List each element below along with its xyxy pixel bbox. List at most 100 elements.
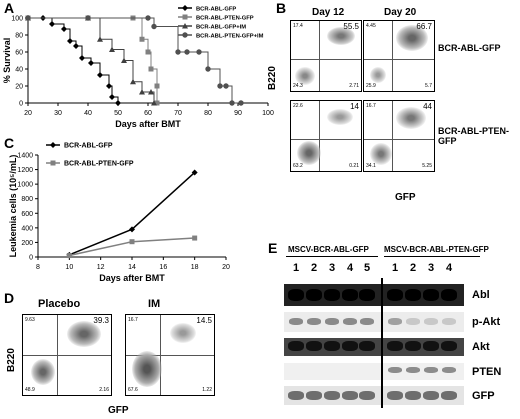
blot-band (441, 341, 457, 351)
legend-label: BCR-ABL-PTEN-GFP (64, 161, 134, 168)
y-tick-label: 1400 (17, 153, 33, 160)
data-point (73, 43, 79, 50)
quadrant-ur: 14.5 (196, 316, 212, 325)
blot-band (288, 289, 304, 301)
data-point (154, 100, 160, 106)
data-point (139, 36, 145, 42)
legend-label: BCR-ABL-GFP+IM (196, 25, 246, 31)
data-point (139, 88, 145, 95)
panel-letter-e: E (268, 240, 278, 256)
flow-plot: 16.7 44 34.1 5.25 (363, 100, 435, 172)
blot-band (360, 318, 374, 325)
blot-band (324, 341, 340, 351)
data-point (229, 100, 235, 106)
blot-band (405, 289, 421, 301)
x-tick-label: 70 (174, 110, 182, 117)
data-point (184, 49, 190, 55)
y-tick-label: 1200 (17, 167, 33, 174)
data-point (25, 15, 31, 21)
quadrant-ur: 44 (423, 102, 432, 111)
quadrant-ul: 22.6 (293, 103, 303, 109)
x-axis-label: Days after BMT (115, 119, 181, 129)
legend-marker (182, 23, 188, 29)
blot-band (423, 341, 439, 351)
flow-plot: 9.63 39.3 48.9 2.16 (22, 314, 112, 396)
quadrant-ur: 66.7 (416, 22, 432, 31)
data-point (85, 15, 91, 21)
flow-plot: 4.45 66.7 25.9 5.7 (363, 20, 435, 92)
lane-number: 2 (311, 262, 318, 274)
y-tick-label: 600 (21, 211, 33, 218)
quadrant-ur: 55.5 (343, 22, 359, 31)
series-line (28, 17, 241, 104)
y-tick-label: 60 (15, 50, 23, 57)
blot-band (288, 341, 304, 351)
x-tick-label: 40 (84, 110, 92, 117)
blot-band (405, 341, 421, 351)
blot-divider (381, 278, 383, 408)
x-tick-label: 50 (114, 110, 122, 117)
x-tick-label: 14 (128, 264, 136, 271)
blot-label-p-akt: p-Akt (472, 316, 501, 328)
blot-band (288, 391, 304, 400)
legend-marker (50, 160, 56, 166)
panel-e-group-title-2: MSCV-BCR-ABL-PTEN-GFP (384, 245, 489, 254)
data-point (205, 66, 211, 72)
blot-band (306, 391, 322, 400)
data-point (109, 94, 115, 101)
quadrant-lr: 2.16 (99, 387, 109, 393)
blot-band (359, 391, 375, 400)
quadrant-ul: 16.7 (366, 103, 376, 109)
quadrant-lr: 1.22 (202, 387, 212, 393)
data-point (79, 54, 85, 61)
x-tick-label: 90 (234, 110, 242, 117)
quadrant-ul: 4.45 (366, 23, 376, 29)
quadrant-ul: 9.63 (25, 317, 35, 323)
panel-letter-c: C (4, 135, 15, 151)
series-line (28, 17, 158, 103)
blot-band (442, 367, 456, 373)
lane-number: 1 (392, 262, 399, 274)
lane-number: 1 (293, 262, 300, 274)
y-tick-label: 40 (15, 67, 23, 74)
blot-band (441, 391, 457, 400)
legend-label: BCR-ABL-PTEN-GFP (196, 16, 254, 22)
blot-band (406, 367, 420, 373)
blot-band (324, 289, 340, 301)
quadrant-ll: 48.9 (25, 387, 35, 393)
legend-label: BCR-ABL-PTEN-GFP+IM (196, 34, 264, 40)
blot-band (423, 391, 439, 400)
data-point (151, 100, 157, 106)
blot-band (324, 391, 340, 400)
data-point (97, 71, 103, 78)
data-point (129, 226, 135, 233)
data-point (217, 83, 223, 89)
x-tick-label: 100 (262, 110, 274, 117)
data-point (192, 235, 198, 241)
panel-letter-d: D (4, 290, 15, 306)
panel-d-ylabel: B220 (6, 348, 17, 372)
blot-label-abl: Abl (472, 289, 490, 301)
blot-band (387, 391, 403, 400)
x-tick-label: 18 (191, 264, 199, 271)
blot-band (306, 341, 322, 351)
data-point (196, 49, 202, 55)
blot-p-akt (284, 312, 464, 332)
data-point (148, 88, 154, 95)
lane-number: 4 (446, 262, 453, 274)
x-tick-label: 30 (54, 110, 62, 117)
legend-marker (182, 32, 188, 38)
blot-band (289, 318, 303, 325)
x-tick-label: 12 (97, 264, 105, 271)
blot-band (388, 367, 402, 373)
quadrant-lr: 5.7 (425, 83, 432, 89)
quadrant-ul: 16.7 (128, 317, 138, 323)
y-tick-label: 100 (11, 16, 23, 23)
blot-band (343, 318, 357, 325)
y-tick-label: 800 (21, 196, 33, 203)
data-point (66, 253, 72, 259)
blot-band (342, 391, 358, 400)
panel-b-col-title-1: Day 12 (312, 7, 345, 18)
flow-plot: 16.7 14.5 67.6 1.22 (125, 314, 215, 396)
